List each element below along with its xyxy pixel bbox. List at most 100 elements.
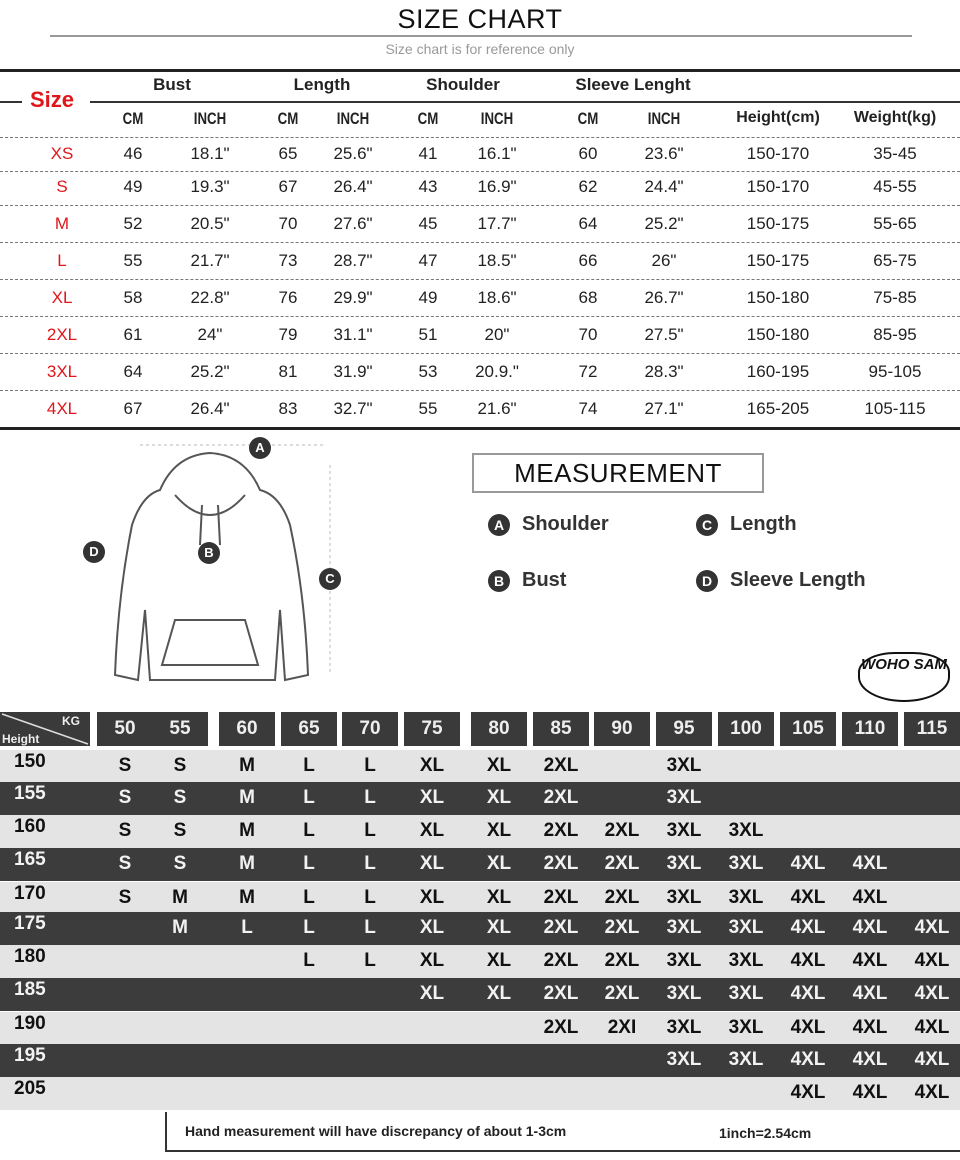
size-recommendation-cell: XL	[419, 887, 445, 908]
grid-corner: KG Height	[0, 712, 90, 746]
measurement-cell: 46	[123, 144, 143, 163]
grid-row: 155 S S M L L XL XL 2XL 3XL	[0, 782, 960, 815]
measurement-cell: 150-180	[746, 288, 810, 307]
weight-header: 115	[904, 712, 960, 746]
weight-header: 105	[780, 712, 836, 746]
grid-row: 185 XL XL 2XL 2XL 3XL 3XL 4XL 4XL 4XL	[0, 978, 960, 1011]
size-recommendation-cell: 4XL	[852, 1049, 888, 1070]
size-recommendation-cell: 2XL	[604, 887, 640, 908]
subheader-4: CM	[417, 109, 439, 128]
height-cell: 175	[14, 913, 46, 934]
letter-d-icon: D	[696, 569, 718, 592]
height-cell: 180	[14, 946, 46, 967]
size-recommendation-cell: 3XL	[728, 917, 764, 938]
measurement-cell: 61	[123, 325, 143, 344]
measurement-cell: 24"	[197, 325, 223, 344]
size-recommendation-cell: L	[364, 917, 376, 938]
subheader-0: CM	[122, 109, 144, 128]
page-subtitle: Size chart is for reference only	[385, 41, 575, 57]
height-cell: 195	[14, 1045, 46, 1066]
measurement-cell: 52	[123, 214, 143, 233]
group-shoulder: Shoulder	[426, 75, 500, 94]
measurement-cell: 72	[578, 362, 598, 381]
row-divider	[0, 390, 960, 391]
grid-row: 170 S M M L L XL XL 2XL 2XL 3XL 3XL 4XL 4XL	[0, 882, 960, 915]
size-recommendation-cell: 2XL	[543, 787, 579, 808]
measurement-cell: 68	[578, 288, 598, 307]
grid-row: 175 M L L L XL XL 2XL 2XL 3XL 3XL 4XL 4XL 4XL	[0, 912, 960, 945]
size-recommendation-cell: 4XL	[914, 983, 950, 1004]
measurement-cell: 20.9."	[475, 362, 519, 381]
subheader-1: INCH	[193, 109, 227, 128]
weight-header: 100	[718, 712, 774, 746]
size-recommendation-cell: 4XL	[790, 983, 826, 1004]
size-recommendation-cell: 4XL	[790, 887, 826, 908]
size-recommendation-cell: 4XL	[790, 853, 826, 874]
weight-header: 110	[842, 712, 898, 746]
table-bottom-rule	[0, 427, 960, 430]
size-recommendation-cell: 3XL	[666, 853, 702, 874]
measurement-cell: 27.6"	[333, 214, 373, 233]
size-cell: 3XL	[46, 362, 78, 381]
size-recommendation-cell: 4XL	[914, 950, 950, 971]
size-recommendation-cell: L	[364, 787, 376, 808]
height-cell: 170	[14, 883, 46, 904]
measurement-cell: 83	[278, 399, 298, 418]
measurement-cell: 45-55	[873, 177, 917, 196]
measurement-cell: 95-105	[868, 362, 922, 381]
measurement-cell: 55	[418, 399, 438, 418]
page-title: SIZE CHART	[397, 4, 563, 34]
size-recommendation-cell: 4XL	[852, 853, 888, 874]
weight-header: 90	[594, 712, 650, 746]
size-cell: 4XL	[46, 399, 78, 418]
size-recommendation-cell: 3XL	[666, 1049, 702, 1070]
measurement-cell: 55-65	[873, 214, 917, 233]
measurement-cell: 160-195	[746, 362, 810, 381]
size-recommendation-cell: XL	[419, 755, 445, 776]
weight-header: 75	[404, 712, 460, 746]
size-recommendation-cell: 4XL	[852, 917, 888, 938]
measurement-cell: 60	[578, 144, 598, 163]
size-recommendation-cell: XL	[486, 887, 512, 908]
measurement-cell: 32.7"	[333, 399, 373, 418]
size-recommendation-cell: 3XL	[728, 950, 764, 971]
measurement-cell: 26"	[651, 251, 677, 270]
size-recommendation-cell: 4XL	[914, 1082, 950, 1103]
size-recommendation-cell: L	[303, 917, 315, 938]
measurement-cell: 19.3"	[190, 177, 230, 196]
size-recommendation-cell: S	[173, 820, 187, 841]
measurement-cell: 18.5"	[477, 251, 517, 270]
size-recommendation-cell: L	[303, 950, 315, 971]
grid-row: 180 L L XL XL 2XL 2XL 3XL 3XL 4XL 4XL 4XL	[0, 945, 960, 978]
size-recommendation-cell: 3XL	[728, 820, 764, 841]
grid-row: 190 2XL 2XI 3XL 3XL 4XL 4XL 4XL	[0, 1012, 960, 1045]
measurement-cell: 29.9"	[333, 288, 373, 307]
size-recommendation-cell: 4XL	[852, 1082, 888, 1103]
size-recommendation-cell: L	[303, 820, 315, 841]
measurement-cell: 22.8"	[190, 288, 230, 307]
subheader-9: Weight(kg)	[853, 109, 937, 126]
size-recommendation-cell: 3XL	[666, 787, 702, 808]
measurement-cell: 70	[278, 214, 298, 233]
measurement-cell: 43	[418, 177, 438, 196]
legend-sleeve-length: D Sleeve Length	[696, 569, 866, 592]
size-recommendation-cell: XL	[419, 787, 445, 808]
grid-row: 160 S S M L L XL XL 2XL 2XL 3XL 3XL	[0, 815, 960, 848]
measurement-cell: 35-45	[873, 144, 917, 163]
size-recommendation-cell: XL	[419, 820, 445, 841]
brand-logo: WOHO SAM	[858, 652, 950, 702]
measurement-cell: 45	[418, 214, 438, 233]
size-recommendation-cell: XL	[486, 755, 512, 776]
size-recommendation-cell: L	[303, 853, 315, 874]
size-recommendation-cell: 2XL	[543, 917, 579, 938]
group-sleeve: Sleeve Lenght	[575, 75, 691, 94]
height-cell: 190	[14, 1013, 46, 1034]
measurement-cell: 150-170	[746, 144, 810, 163]
weight-header: 80	[471, 712, 527, 746]
size-recommendation-cell: S	[118, 755, 132, 776]
marker-c-icon: C	[319, 568, 341, 590]
size-label: Size	[30, 87, 75, 112]
measurement-cell: 165-205	[746, 399, 810, 418]
size-recommendation-cell: XL	[486, 853, 512, 874]
height-cell: 155	[14, 783, 46, 804]
